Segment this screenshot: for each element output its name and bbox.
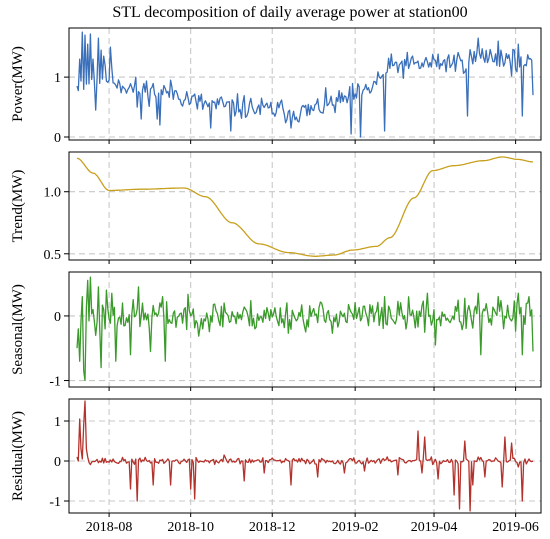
residual-axes-frame [68, 398, 542, 514]
power-ytick-label: 1 [54, 71, 61, 86]
x-axis-ticks: 2018-08 2018-10 2018-12 2019-02 2019-04 2019-… [86, 520, 539, 535]
residual-ylabel: Residual(MW) [10, 411, 26, 501]
power-ytick-label: 0 [54, 131, 61, 146]
xtick-label-2019-04: 2019-04 [411, 520, 458, 535]
power-panel: 0 1 Power(MW) [10, 27, 542, 146]
residual-ytick-label: 0 [54, 455, 61, 470]
power-axes-frame [68, 27, 542, 141]
trend-ytick-label: 0.5 [44, 248, 62, 263]
seasonal-panel: -1 0 Seasonal(MW) [10, 271, 542, 391]
power-ylabel: Power(MW) [10, 46, 26, 122]
seasonal-ytick-label: -1 [49, 375, 61, 390]
xtick-label-2018-12: 2018-12 [249, 520, 296, 535]
trend-ylabel: Trend(MW) [10, 170, 26, 243]
residual-ytick-label: -1 [49, 495, 61, 510]
residual-ytick-label: 1 [54, 415, 61, 430]
xtick-label-2019-06: 2019-06 [492, 520, 539, 535]
seasonal-line [76, 276, 534, 382]
residual-line [76, 400, 534, 512]
residual-panel: -1 0 1 Residual(MW) [10, 398, 542, 517]
seasonal-ytick-label: 0 [54, 310, 61, 325]
xtick-label-2019-02: 2019-02 [332, 520, 379, 535]
xtick-label-2018-10: 2018-10 [167, 520, 214, 535]
trend-axes-frame [68, 151, 542, 261]
power-line [76, 31, 534, 138]
trend-panel: 0.5 1.0 Trend(MW) [10, 151, 542, 264]
seasonal-axes-frame [68, 271, 542, 388]
panels: 0 1 Power(MW) 0.5 1.0 Trend(MW) -1 0 Seasonal(MW… [10, 27, 542, 517]
xtick-label-2018-08: 2018-08 [86, 520, 133, 535]
trend-ytick-label: 1.0 [44, 186, 62, 201]
figure-title: STL decomposition of daily average power… [112, 4, 467, 21]
seasonal-ylabel: Seasonal(MW) [10, 284, 26, 375]
trend-line [76, 156, 533, 257]
